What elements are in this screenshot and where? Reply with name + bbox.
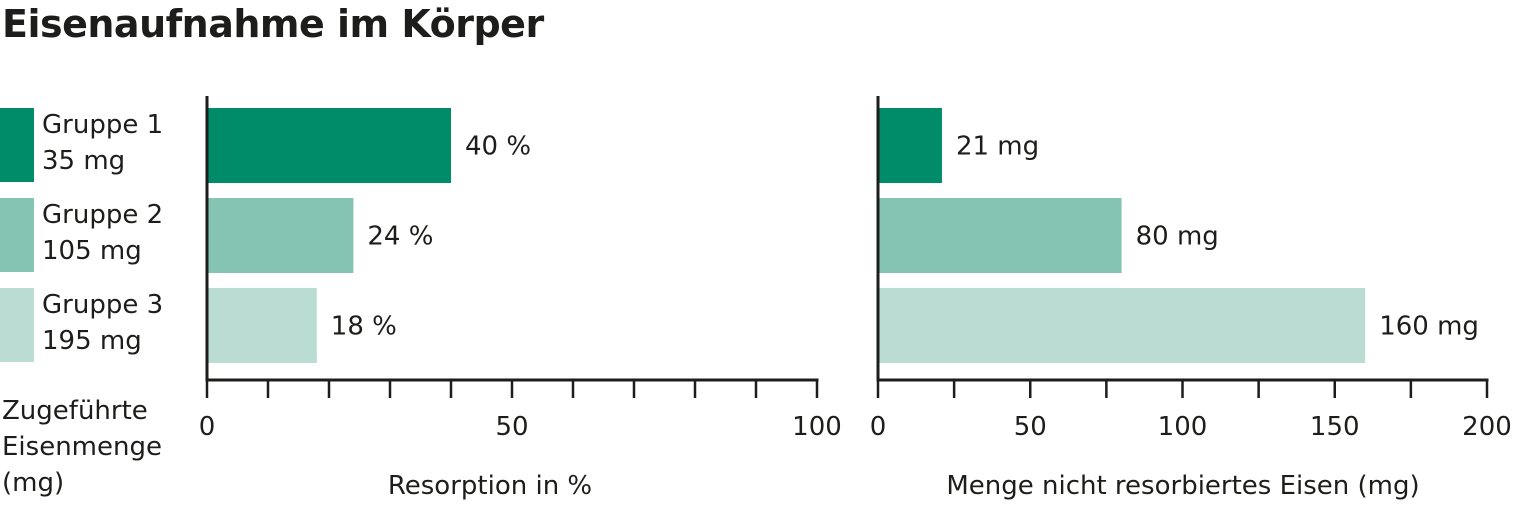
legend-caption-line-2: Eisenmenge [2,432,162,462]
resorption-value-label-3: 18 % [331,312,397,342]
resorption-value-label-1: 40 % [465,132,531,162]
legend-item-group-2: Gruppe 2 105 mg [0,198,200,272]
unabsorbed-x-axis-label: Menge nicht resorbiertes Eisen (mg) [946,471,1419,501]
resorption-value-label-2: 24 % [367,222,433,252]
resorption-bar-3 [207,288,317,363]
resorption-tick-label-50: 50 [495,412,528,442]
unabsorbed-value-label-2: 80 mg [1136,222,1219,252]
unabsorbed-value-label-3: 160 mg [1379,312,1479,342]
unabsorbed-tick-label-100: 100 [1158,412,1208,442]
resorption-tick-label-0: 0 [199,412,216,442]
legend-group-3-name: Gruppe 3 [42,290,164,320]
resorption-tick-label-100: 100 [792,412,842,442]
resorption-bar-1 [207,108,451,183]
legend-caption-line-3: (mg) [2,468,65,498]
unabsorbed-bar-3 [878,288,1366,363]
legend-group-3-dose: 195 mg [42,326,142,356]
legend-swatch-group-3 [0,288,34,362]
resorption-x-axis-label: Resorption in % [388,471,592,501]
resorption-bar-2 [207,198,354,273]
unabsorbed-bar-2 [878,198,1122,273]
legend-item-group-3: Gruppe 3 195 mg [0,288,200,362]
legend-group-1-dose: 35 mg [42,146,126,176]
unabsorbed-tick-label-150: 150 [1310,412,1360,442]
legend-item-group-1: Gruppe 1 35 mg [0,108,200,182]
legend-swatch-group-1 [0,108,34,182]
legend-group-1-name: Gruppe 1 [42,110,164,140]
unabsorbed-bar-1 [878,108,942,183]
legend-caption-line-1: Zugeführte [2,396,148,426]
unabsorbed-tick-label-200: 200 [1462,412,1512,442]
unabsorbed-tick-label-0: 0 [870,412,887,442]
legend-swatch-group-2 [0,198,34,272]
unabsorbed-value-label-1: 21 mg [956,132,1039,162]
chart-title: Eisenaufnahme im Körper [2,2,544,46]
legend-group-2-dose: 105 mg [42,236,142,266]
unabsorbed-tick-label-50: 50 [1014,412,1047,442]
legend-caption: Zugeführte Eisenmenge (mg) [2,393,162,501]
legend-group-2-name: Gruppe 2 [42,200,164,230]
